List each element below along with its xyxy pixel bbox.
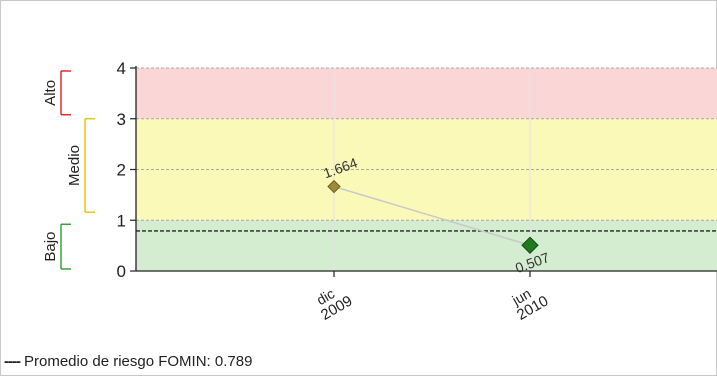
y-tick-label-2: 2 xyxy=(117,161,126,180)
x-tick-month-0: dic xyxy=(314,285,338,308)
band-alto xyxy=(136,68,717,119)
y-tick-label-1: 1 xyxy=(117,211,126,230)
average-legend: ---- Promedio de riesgo FOMIN: 0.789 xyxy=(4,353,252,370)
bracket-alto: Alto xyxy=(42,70,71,116)
data-point-0 xyxy=(327,179,341,194)
band-brackets: Bajo Medio Alto xyxy=(42,70,95,270)
bracket-bajo: Bajo xyxy=(42,223,71,270)
average-legend-text: Promedio de riesgo FOMIN: 0.789 xyxy=(23,353,253,370)
y-tick-label-4: 4 xyxy=(117,59,126,78)
grid-lines xyxy=(136,67,717,271)
bracket-medio: Medio xyxy=(66,118,95,213)
band-label-medio: Medio xyxy=(66,145,83,186)
average-legend-marker: ---- xyxy=(4,353,21,370)
band-label-bajo: Bajo xyxy=(42,232,59,262)
series-line xyxy=(333,185,531,246)
band-label-alto: Alto xyxy=(42,80,59,106)
band-bajo xyxy=(136,220,717,271)
risk-bands xyxy=(136,68,717,271)
data-point-1 xyxy=(521,236,539,254)
y-tick-label-0: 0 xyxy=(117,262,126,281)
y-tick-label-3: 3 xyxy=(117,110,126,129)
